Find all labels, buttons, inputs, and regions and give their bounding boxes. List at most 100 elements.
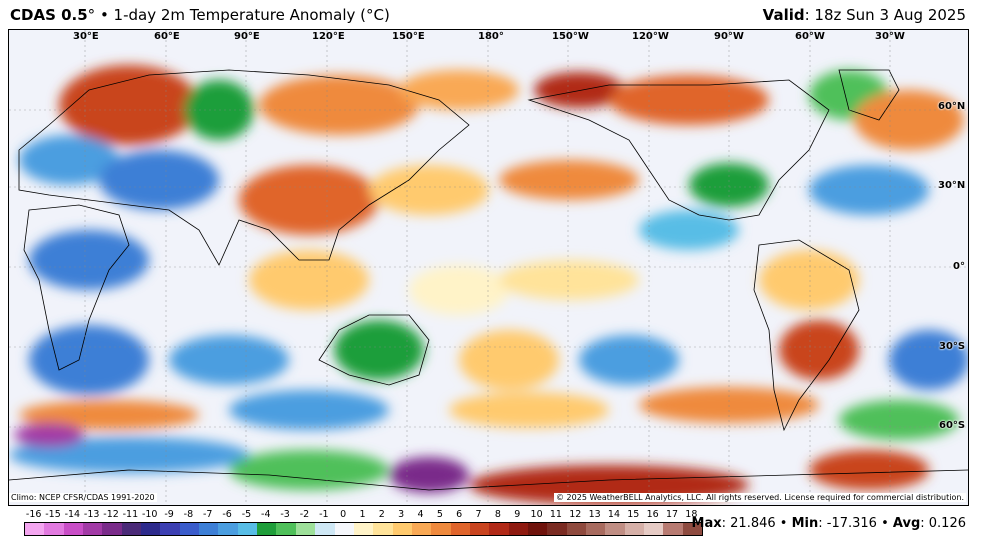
colorbar-cell <box>489 523 509 535</box>
product-name: CDAS 0.5 <box>10 6 88 24</box>
colorbar-cell <box>83 523 103 535</box>
lon-label-60e: 60°E <box>154 31 180 42</box>
lon-label-60w: 60°W <box>795 31 825 42</box>
colorbar-cell <box>566 523 586 535</box>
colorbar-label: -12 <box>103 509 119 520</box>
avg-value: : 0.126 <box>920 516 966 531</box>
lat-label-60n: 60°N <box>938 101 966 112</box>
colorbar <box>24 522 703 536</box>
colorbar-label: -13 <box>83 509 100 520</box>
colorbar-label: 11 <box>549 509 562 520</box>
lat-label-30n: 30°N <box>938 180 966 191</box>
lat-label-0: 0° <box>953 261 965 272</box>
colorbar-label: 6 <box>456 509 463 520</box>
colorbar-cell <box>585 523 606 535</box>
colorbar-label: -1 <box>319 509 329 520</box>
lon-label-30w: 30°W <box>875 31 905 42</box>
valid-time: Valid: 18z Sun 3 Aug 2025 <box>763 6 966 24</box>
colorbar-cell <box>102 523 122 535</box>
colorbar-labels: -16 -15 -14 -13 -12 -11 -10 -9 -8 -7 -6 -5 -4 -3 -2 -1 0… <box>24 509 701 521</box>
colorbar-label: 16 <box>646 509 659 520</box>
colorbar-cell <box>373 523 393 535</box>
colorbar-label: 3 <box>398 509 405 520</box>
colorbar-label: -9 <box>164 509 174 520</box>
colorbar-cell <box>25 523 45 535</box>
colorbar-label: -8 <box>183 509 194 520</box>
colorbar-label: 9 <box>514 509 521 520</box>
lon-label-180: 180° <box>478 31 504 42</box>
colorbar-label: 5 <box>436 509 443 520</box>
valid-time-value: : 18z Sun 3 Aug 2025 <box>804 6 966 24</box>
colorbar-cell <box>276 523 296 535</box>
colorbar-cell <box>63 523 84 535</box>
colorbar-cell <box>547 523 567 535</box>
lat-label-30s: 30°S <box>939 341 966 352</box>
colorbar-label: 12 <box>569 509 582 520</box>
colorbar-cell <box>411 523 432 535</box>
colorbar-label: 8 <box>494 509 501 520</box>
stats-summary: Max: 21.846 • Min: -17.316 • Avg: 0.126 <box>692 516 966 531</box>
colorbar-cell <box>624 523 644 535</box>
map-title: CDAS 0.5° • 1-day 2m Temperature Anomaly… <box>10 6 390 24</box>
lon-label-150w: 150°W <box>552 31 589 42</box>
colorbar-label: -10 <box>141 509 158 520</box>
lon-label-90e: 90°E <box>234 31 260 42</box>
colorbar-cell <box>682 523 703 535</box>
degree-symbol: ° <box>87 6 96 24</box>
colorbar-cell <box>141 523 161 535</box>
anomaly-field <box>9 30 968 505</box>
colorbar-label: 13 <box>588 509 601 520</box>
colorbar-label: -7 <box>203 509 213 520</box>
colorbar-label: 15 <box>627 509 640 520</box>
colorbar-cell <box>663 523 683 535</box>
lon-label-30e: 30°E <box>73 31 99 42</box>
stats-separator: • <box>876 516 893 531</box>
colorbar-cell <box>218 523 238 535</box>
colorbar-cell <box>295 523 316 535</box>
colorbar-cell <box>605 523 625 535</box>
map-description: • 1-day 2m Temperature Anomaly (°C) <box>95 6 390 24</box>
colorbar-label: 14 <box>607 509 620 520</box>
colorbar-label: -16 <box>25 509 42 520</box>
colorbar-cell <box>644 523 664 535</box>
lat-label-60s: 60°S <box>939 420 966 431</box>
colorbar-label: 4 <box>417 509 424 520</box>
colorbar-label: -11 <box>122 509 139 520</box>
colorbar-label: -2 <box>299 509 310 520</box>
colorbar-cell <box>508 523 528 535</box>
colorbar-cell <box>469 523 490 535</box>
colorbar-label: -6 <box>222 509 232 520</box>
colorbar-cell <box>199 523 219 535</box>
colorbar-cell <box>44 523 64 535</box>
colorbar-cell <box>121 523 142 535</box>
colorbar-cell <box>450 523 470 535</box>
colorbar-label: 18 <box>685 509 698 520</box>
colorbar-label: 17 <box>665 509 679 520</box>
colorbar-cell <box>160 523 180 535</box>
colorbar-label: -4 <box>261 509 271 520</box>
max-value: : 21.846 <box>721 516 776 531</box>
anomaly-map: 30°E 60°E 90°E 120°E 150°E 180° 150°W 12… <box>8 29 969 506</box>
colorbar-cell <box>237 523 258 535</box>
min-label: Min <box>791 516 819 531</box>
colorbar-cell <box>179 523 200 535</box>
colorbar-label: -14 <box>64 509 81 520</box>
lon-label-150e: 150°E <box>392 31 425 42</box>
valid-label: Valid <box>762 6 805 24</box>
avg-label: Avg <box>892 516 921 531</box>
colorbar-cell <box>527 523 548 535</box>
lon-label-120w: 120°W <box>632 31 669 42</box>
colorbar-cell <box>334 523 354 535</box>
colorbar-label: 7 <box>475 509 482 520</box>
colorbar-label: 10 <box>530 509 543 520</box>
colorbar-cell <box>392 523 412 535</box>
min-value: : -17.316 <box>818 516 877 531</box>
colorbar-cell <box>257 523 277 535</box>
lon-label-120e: 120°E <box>312 31 345 42</box>
max-label: Max <box>691 516 722 531</box>
colorbar-label: -3 <box>280 509 290 520</box>
colorbar-label: -15 <box>45 509 61 520</box>
lon-label-90w: 90°W <box>714 31 744 42</box>
climo-note: Climo: NCEP CFSR/CDAS 1991-2020 <box>9 493 157 502</box>
colorbar-cell <box>315 523 335 535</box>
